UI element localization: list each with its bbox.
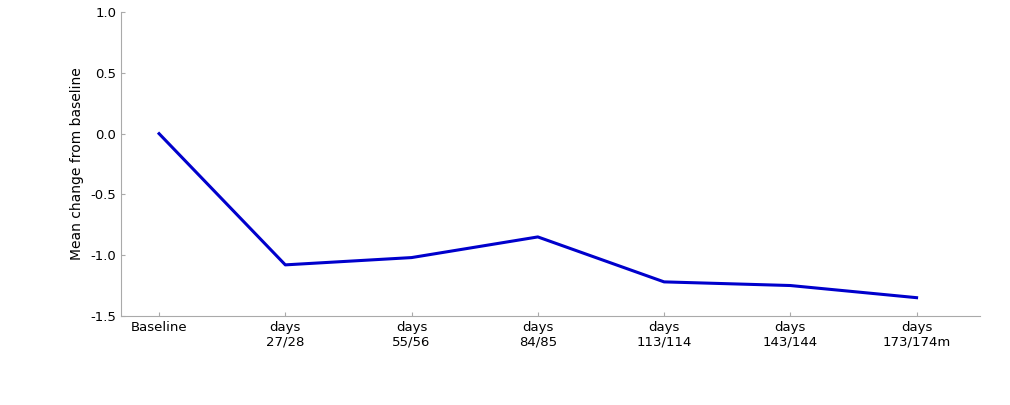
Y-axis label: Mean change from baseline: Mean change from baseline [70,68,84,260]
